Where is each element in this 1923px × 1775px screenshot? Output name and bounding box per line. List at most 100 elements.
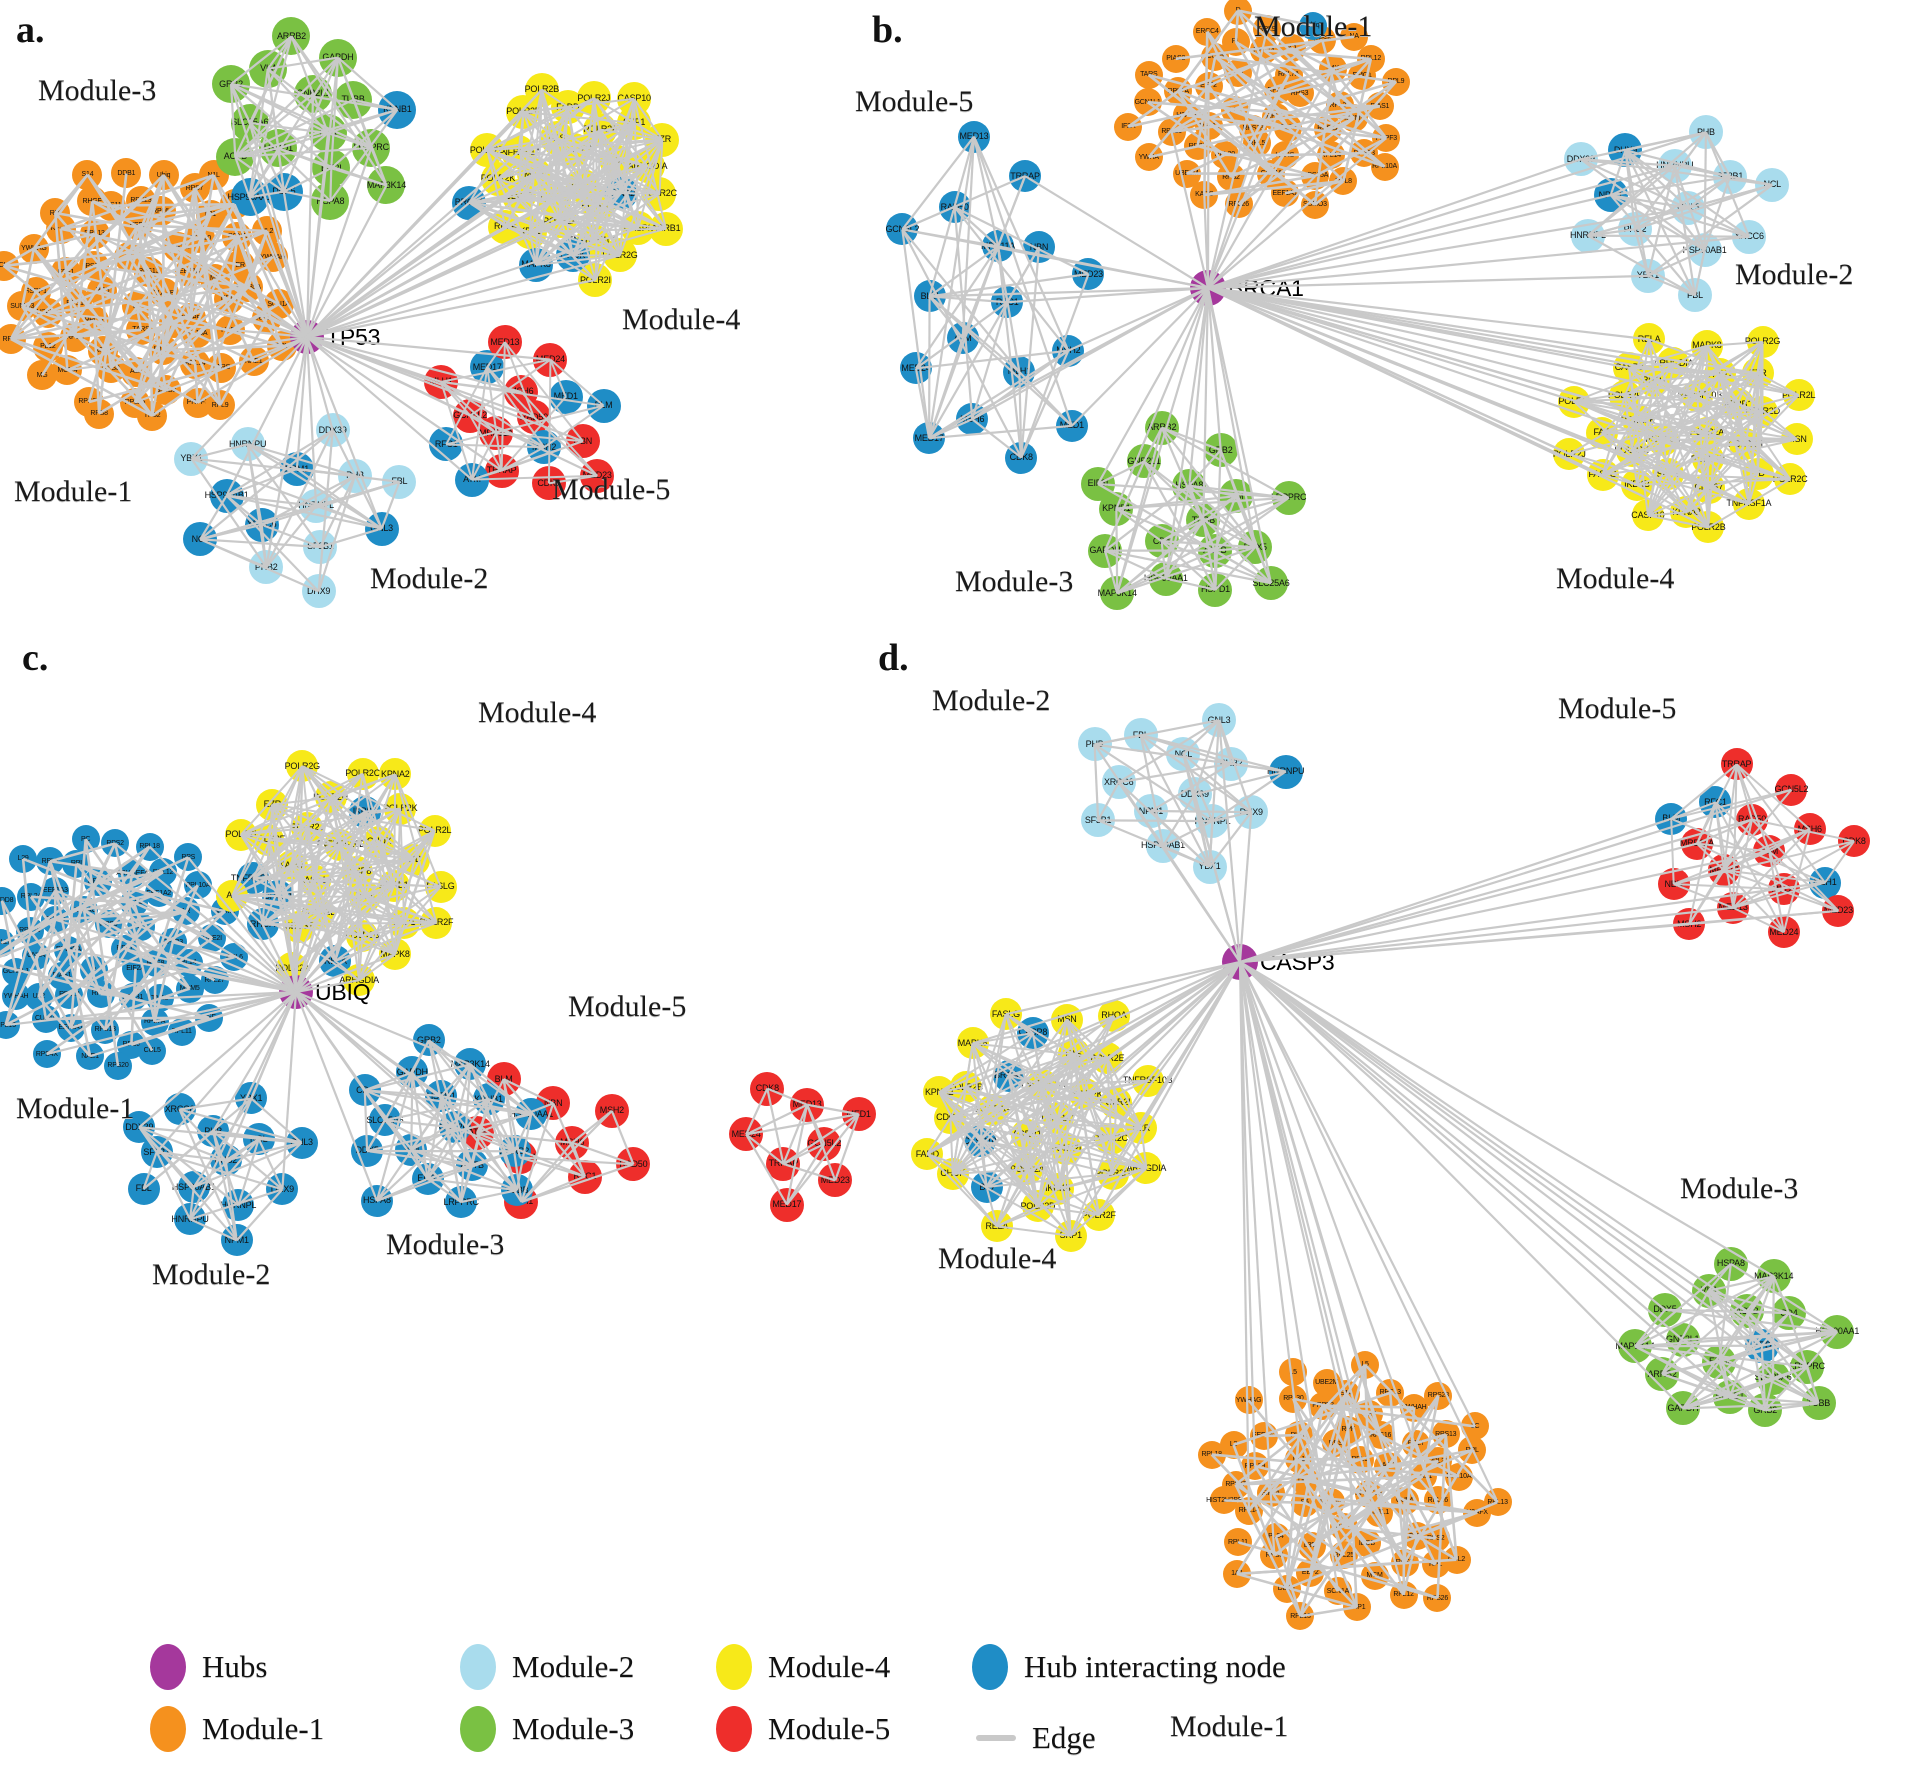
node-c-module1-ar[interactable]: AR bbox=[171, 897, 200, 926]
node-d-module1-cul2[interactable]: CUL2 bbox=[1442, 1545, 1471, 1574]
node-d-module3-kpnb1[interactable]: KPNB1 bbox=[1712, 1379, 1747, 1414]
hub-node-b[interactable]: BRCA1 bbox=[1190, 270, 1304, 306]
node-c-module1-nae1[interactable]: NAE1 bbox=[76, 1042, 105, 1071]
node-a-module1-2a[interactable]: 2A bbox=[113, 241, 144, 272]
node-c-module4-cdc37[interactable]: CDC37 bbox=[282, 910, 315, 943]
node-d-module5-med1[interactable]: MED1 bbox=[1767, 873, 1800, 906]
node-b-module3-tubb[interactable]: TUBB bbox=[1186, 503, 1221, 538]
node-b-module4-arhgdia[interactable]: ARHGDIA bbox=[1654, 347, 1693, 380]
node-a-module4-casp10[interactable]: CASP10 bbox=[617, 81, 652, 116]
node-c-module1-rps20[interactable]: RPS20 bbox=[103, 1051, 132, 1080]
node-a-module3-vim[interactable]: VIM bbox=[248, 49, 287, 88]
node-a-module4-polr2d[interactable]: POLR2D bbox=[470, 133, 505, 167]
node-b-module1-rpl35a[interactable]: RPL35A bbox=[1274, 113, 1303, 142]
node-c-module1-rps16[interactable]: RPS16 bbox=[15, 916, 44, 945]
node-c-module1-eef1a1[interactable]: EEF1A1 bbox=[56, 1013, 85, 1042]
node-c-module4-polr2k[interactable]: POLR2K bbox=[383, 792, 418, 825]
node-d-module1-1c[interactable]: 1C bbox=[1461, 1412, 1490, 1441]
node-c-module4-polr2c[interactable]: POLR2C bbox=[345, 757, 380, 790]
node-d-module5-rfc1[interactable]: RFC1 bbox=[1699, 786, 1732, 819]
node-c-module2-hnrnpl[interactable]: HNRNPL bbox=[220, 1189, 256, 1222]
node-b-module4-polr2c[interactable]: POLR2C bbox=[1773, 463, 1808, 496]
node-b-module5-rfc1[interactable]: RFC1 bbox=[991, 286, 1024, 319]
node-a-module3-cd4[interactable]: CD4 bbox=[308, 114, 347, 153]
node-a-module5-atm[interactable]: ATM bbox=[455, 462, 489, 497]
node-c-module3-slc25a6[interactable]: SLC25A6 bbox=[366, 1104, 404, 1137]
node-d-module4-bid[interactable]: BID bbox=[970, 1171, 1003, 1204]
node-c-module1-l29[interactable]: L29 bbox=[9, 844, 38, 873]
node-a-module2-xrcc6[interactable]: XRCC6 bbox=[244, 507, 279, 542]
node-b-module1-rpl13[interactable]: RPL13 bbox=[1157, 117, 1186, 146]
node-b-module4-polr2i[interactable]: POLR2I bbox=[1557, 385, 1590, 418]
node-c-module4-msn[interactable]: MSN bbox=[348, 880, 381, 913]
node-d-module1-l5[interactable]: L5 bbox=[1279, 1358, 1308, 1387]
node-a-module2-phb2[interactable]: PHB2 bbox=[249, 550, 284, 585]
node-b-module4-faslg[interactable]: FASLG bbox=[1586, 458, 1619, 491]
node-d-module4-polr2c[interactable]: POLR2C bbox=[1093, 1122, 1128, 1155]
node-c-module4-mapk8[interactable]: MAPK8 bbox=[378, 938, 411, 971]
node-d-module4-polr2l[interactable]: POLR2L bbox=[1100, 1086, 1133, 1119]
node-a-module1-rhge[interactable]: RHGE bbox=[77, 186, 108, 217]
node-c-module1-rps2[interactable]: RPS2 bbox=[101, 829, 130, 858]
node-a-module1-pl12[interactable]: PL12 bbox=[32, 331, 63, 362]
node-b-module1-rps2[interactable]: RPS2 bbox=[1183, 132, 1212, 161]
node-b-module4-casp8[interactable]: CASP8 bbox=[1612, 351, 1645, 384]
node-b-module1-rpl8[interactable]: RPL8 bbox=[1329, 167, 1358, 196]
node-b-module1-pias2[interactable]: PIAS2 bbox=[1161, 44, 1190, 73]
node-a-module2-phb[interactable]: PHB bbox=[338, 458, 373, 493]
node-d-module3-actb[interactable]: ACTB bbox=[1729, 1294, 1764, 1329]
node-b-module4-polr2j[interactable]: POLR2J bbox=[1553, 438, 1586, 471]
node-c-module4-skp1[interactable]: SKP1 bbox=[388, 906, 421, 939]
node-a-module1-mg[interactable]: MG bbox=[27, 360, 58, 391]
node-c-module3-grb2[interactable]: GRB2 bbox=[412, 1024, 445, 1057]
node-d-module1-rpl10a[interactable]: RPL10A bbox=[1444, 1462, 1473, 1491]
node-a-module2-hnrnpu[interactable]: HNRNPU bbox=[229, 427, 266, 462]
node-b-module1-ywha[interactable]: YWHA bbox=[1134, 143, 1163, 172]
node-a-module1-rpl7[interactable]: RPL7 bbox=[0, 324, 26, 354]
node-b-module2-npm1[interactable]: NPM1 bbox=[1593, 178, 1628, 213]
node-b-module5-med23[interactable]: MED23 bbox=[1072, 258, 1105, 291]
node-c-module4-ikbkb[interactable]: IKBKB bbox=[349, 795, 382, 828]
node-a-module4-ezr[interactable]: EZR bbox=[645, 122, 680, 157]
node-d-module1-srp1[interactable]: SRP1 bbox=[1342, 1593, 1371, 1622]
node-d-module4-fadd[interactable]: FADD bbox=[911, 1138, 944, 1171]
node-b-module4-tnfrsf1a[interactable]: TNFRSF1A bbox=[1726, 487, 1772, 520]
node-c-module2-phb[interactable]: PHB bbox=[197, 1115, 230, 1148]
node-c-module5-med1[interactable]: MED1 bbox=[841, 1097, 876, 1132]
node-d-module4-polr2e[interactable]: POLR2E bbox=[1090, 1042, 1125, 1075]
node-d-module2-xrcc6[interactable]: XRCC6 bbox=[1101, 765, 1136, 800]
node-d-module1-rps3[interactable]: RPS3 bbox=[1260, 1541, 1289, 1570]
node-b-module4-ezr[interactable]: EZR bbox=[1741, 357, 1774, 390]
node-c-module4-polr2f[interactable]: POLR2F bbox=[419, 906, 453, 939]
node-d-module1-rpl13[interactable]: RPL13 bbox=[1286, 1602, 1315, 1631]
node-d-module3-slc25a6[interactable]: SLC25A6 bbox=[1754, 1360, 1792, 1395]
node-a-module1-kars[interactable]: KARS bbox=[205, 352, 236, 383]
node-c-module2-phb2[interactable]: PHB2 bbox=[209, 1144, 242, 1177]
node-c-module5-med17[interactable]: MED17 bbox=[769, 1187, 804, 1222]
node-a-module4-mapk8[interactable]: MAPK8 bbox=[518, 247, 553, 282]
node-b-module4-skp1[interactable]: SKP1 bbox=[1651, 458, 1684, 491]
node-a-module3-grb2[interactable]: GRB2 bbox=[212, 65, 251, 104]
node-b-module1-l12[interactable]: L12 bbox=[1220, 96, 1249, 125]
node-d-module5-blm[interactable]: BLM bbox=[1655, 802, 1688, 835]
node-d-module3-eif3i[interactable]: EIF3I bbox=[1702, 1344, 1737, 1379]
node-b-module3-hsp90aa1[interactable]: HSP90AA1 bbox=[1144, 561, 1188, 596]
node-d-module4-polr2a[interactable]: POLR2A bbox=[1010, 1153, 1045, 1186]
node-a-module1-rpl35a[interactable]: RPL35A bbox=[233, 272, 264, 302]
node-c-module1-rps7[interactable]: RPS7 bbox=[86, 979, 115, 1008]
node-b-module2-phb2[interactable]: PHB2 bbox=[1617, 212, 1652, 247]
node-a-module1-tps2[interactable]: TPS2 bbox=[137, 400, 168, 431]
node-c-module4-polr2j[interactable]: POLR2J bbox=[291, 811, 324, 844]
node-b-module2-fbl[interactable]: FBL bbox=[1677, 278, 1712, 313]
hub-node-a[interactable]: TP53 bbox=[290, 320, 380, 354]
node-a-module1-hars[interactable]: HARS bbox=[215, 315, 246, 346]
node-b-module1-rpl12[interactable]: RPL12 bbox=[1356, 44, 1385, 73]
node-a-module1-rps6[interactable]: RPS6 bbox=[59, 322, 90, 353]
node-c-module5-msh2[interactable]: MSH2 bbox=[594, 1093, 629, 1128]
node-d-module2-phb2[interactable]: PHB2 bbox=[1214, 746, 1249, 781]
node-c-module3-lrpprc[interactable]: LRPPRC bbox=[443, 1186, 479, 1219]
node-c-module2-npm1[interactable]: NPM1 bbox=[220, 1224, 253, 1257]
node-a-module5-msh2[interactable]: MSH2 bbox=[527, 430, 562, 465]
node-a-module5-mlh1[interactable]: MLH1 bbox=[424, 364, 459, 399]
node-d-module1-eef2[interactable]: EEF2 bbox=[1296, 1558, 1325, 1587]
